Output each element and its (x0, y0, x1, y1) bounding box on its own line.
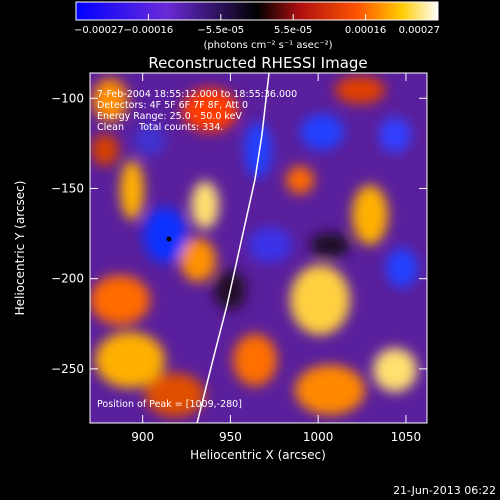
y-tick-label: −150 (51, 181, 84, 195)
heatmap-blob (191, 181, 219, 229)
annotation-time-range: 7-Feb-2004 18:55:12.000 to 18:55:36.000 (97, 89, 297, 100)
heatmap-blob (300, 114, 344, 150)
heatmap-blob (143, 207, 187, 263)
heatmap-blob (134, 124, 166, 156)
colorbar-ticks: −0.00027 −0.00016 −5.5e-05 5.5e-05 0.00016 0.… (74, 14, 440, 36)
heatmap-blob (92, 78, 128, 122)
heatmap-blob (295, 365, 365, 415)
heatmap-blob (90, 275, 150, 325)
heatmap-blob (310, 233, 350, 257)
x-tick-label: 1000 (303, 430, 334, 444)
y-axis-label: Heliocentric Y (arcsec) (13, 181, 27, 316)
x-axis-ticks: 900 950 1000 1050 (131, 73, 421, 444)
x-tick-label: 900 (131, 430, 154, 444)
heatmap-blob (335, 76, 385, 104)
heatmap-blob (244, 122, 272, 178)
plot-area (90, 73, 427, 423)
x-axis-label: Heliocentric X (arcsec) (190, 448, 326, 462)
heatmap-blob (379, 117, 411, 153)
colorbar (75, 1, 439, 21)
colorbar-tick-label: 0.00016 (345, 25, 386, 36)
annotation-detectors: Detectors: 4F 5F 6F 7F 8F, Att 0 (97, 100, 248, 111)
heatmap-blob (373, 348, 417, 392)
colorbar-tick-label: −5.5e-05 (197, 25, 244, 36)
y-tick-label: −250 (51, 362, 84, 376)
peak-marker (166, 236, 172, 242)
solar-limb-line (196, 73, 270, 423)
heatmap-blob (233, 334, 277, 386)
heatmap-blob (95, 332, 165, 388)
heatmap-blob (180, 238, 216, 282)
colorbar-tick-label: −0.00027 (74, 25, 124, 36)
heatmap-blob (91, 134, 119, 166)
plot-frame (89, 72, 428, 424)
footer-date: 21-Jun-2013 06:22 (393, 484, 496, 497)
annotation-clean-counts: Clean Total counts: 334. (97, 122, 223, 133)
y-axis-ticks: −100 −150 −200 −250 (51, 91, 427, 376)
y-tick-label: −200 (51, 272, 84, 286)
x-tick-label: 1050 (391, 430, 422, 444)
colorbar-tick-label: 5.5e-05 (274, 25, 312, 36)
colorbar-tick-label: 0.00027 (399, 25, 440, 36)
heatmap-blob (248, 227, 292, 263)
heatmap-blob (182, 88, 238, 132)
heatmap-blob (290, 265, 350, 335)
x-tick-label: 950 (219, 430, 242, 444)
heatmap-blob (352, 185, 388, 245)
annotation-energy-range: Energy Range: 25.0 - 50.0 keV (97, 111, 242, 122)
annotation-peak-position: Position of Peak = [1009,-280] (97, 399, 242, 410)
heatmap-blob (386, 248, 418, 288)
y-tick-label: −100 (51, 91, 84, 105)
heatmap-blobs (90, 76, 418, 417)
chart-title: Reconstructed RHESSI Image (148, 54, 367, 72)
heatmap-blob (120, 160, 144, 220)
heatmap-blob (286, 166, 314, 194)
colorbar-tick-label: −0.00016 (124, 25, 174, 36)
heatmap-blob (145, 373, 205, 417)
colorbar-unit-label: (photons cm⁻² s⁻¹ asec⁻²) (203, 40, 332, 51)
